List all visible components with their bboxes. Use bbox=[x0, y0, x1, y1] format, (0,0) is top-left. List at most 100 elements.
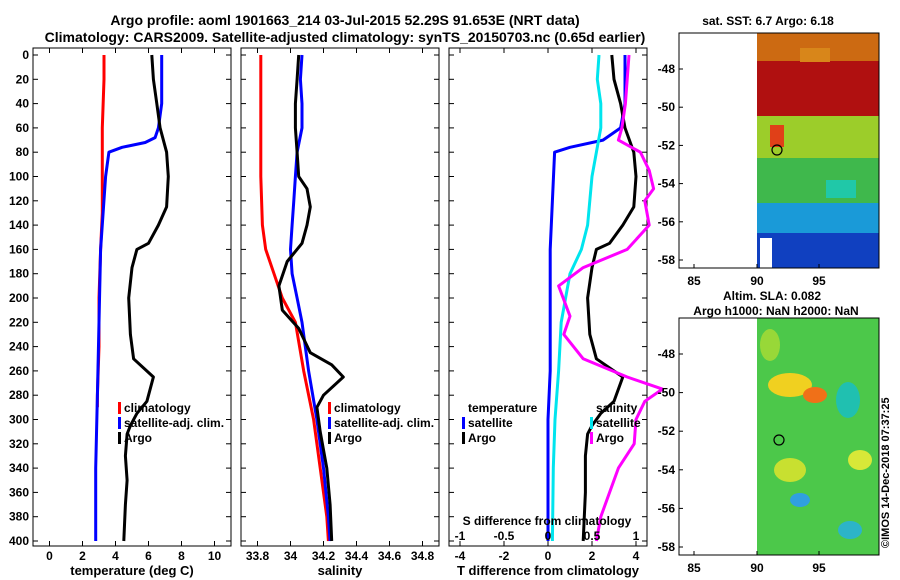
figure-subtitle: Climatology: CARS2009. Satellite-adjuste… bbox=[45, 29, 646, 45]
salinity-climatology-line bbox=[259, 55, 330, 542]
legend-swatch-satellite bbox=[328, 417, 331, 429]
sla-blob bbox=[803, 387, 827, 403]
depth-tick-label: 0 bbox=[22, 48, 29, 62]
temperature-satellite-adj-clim--line bbox=[94, 55, 164, 541]
depth-tick-label: 320 bbox=[9, 437, 29, 451]
x-tick-label: 4 bbox=[112, 549, 119, 563]
argo-location-marker bbox=[771, 144, 783, 156]
x-tick-label: 8 bbox=[178, 549, 185, 563]
sla-blob bbox=[768, 373, 812, 397]
legend-swatch-climatology bbox=[118, 402, 121, 414]
profile-lines bbox=[94, 54, 664, 542]
salinity-satellite-adj-clim--line bbox=[289, 54, 332, 542]
salinity-xlabel: salinity bbox=[318, 563, 364, 578]
map-lon-label: 85 bbox=[687, 274, 701, 288]
x-tick-label: 34.8 bbox=[411, 549, 435, 563]
map-lat-label: -52 bbox=[658, 138, 676, 152]
legend-header-salinity: salinity bbox=[596, 401, 638, 415]
difference-from-climatology-s-argo-line bbox=[557, 54, 664, 542]
map-lat-label: -50 bbox=[658, 100, 676, 114]
depth-tick-label: 280 bbox=[9, 388, 29, 402]
depth-tick-label: 120 bbox=[9, 194, 29, 208]
sla-map-frame bbox=[678, 317, 880, 556]
depth-tick-label: 40 bbox=[16, 97, 30, 111]
sla-blob bbox=[848, 450, 872, 470]
map-lat-label: -54 bbox=[658, 177, 676, 191]
depth-tick-label: 180 bbox=[9, 267, 29, 281]
sst-band-blue bbox=[757, 233, 879, 268]
legend-label-satellite: satellite-adj. clim. bbox=[334, 416, 434, 430]
sst-patch bbox=[770, 125, 784, 147]
map-lat-label: -58 bbox=[658, 540, 676, 554]
legend-label-s-argo: Argo bbox=[596, 431, 624, 445]
legend-label-t-satellite: satellite bbox=[468, 416, 513, 430]
sst-map-frame bbox=[678, 32, 880, 269]
x-tick-label: -2 bbox=[499, 549, 510, 563]
figure-title: Argo profile: aoml 1901663_214 03-Jul-20… bbox=[110, 12, 579, 28]
depth-tick-label: 400 bbox=[9, 534, 29, 548]
sst-map-image bbox=[679, 33, 879, 268]
sst-band-red bbox=[757, 61, 879, 116]
temperature-plot-frame bbox=[32, 47, 232, 547]
legend-label-argo: Argo bbox=[334, 431, 362, 445]
sla-map-subtitle: Argo h1000: NaN h2000: NaN bbox=[693, 304, 858, 318]
x-tick-label: 34.6 bbox=[378, 549, 402, 563]
difference-xlabel: T difference from climatology bbox=[457, 563, 640, 578]
legend-swatch-climatology bbox=[328, 402, 331, 414]
map-lat-label: -50 bbox=[658, 386, 676, 400]
legend-swatch-argo bbox=[328, 432, 331, 444]
difference-legend: temperature satellite Argo salinity sate… bbox=[462, 401, 641, 445]
x-tick-label: 0 bbox=[545, 549, 552, 563]
salinity-plot-frame bbox=[240, 47, 440, 547]
legend-label-argo: Argo bbox=[124, 431, 152, 445]
sst-band-green bbox=[757, 158, 879, 203]
depth-tick-label: 200 bbox=[9, 291, 29, 305]
depth-tick-label: 240 bbox=[9, 340, 29, 354]
x-tick-label: 10 bbox=[208, 549, 222, 563]
x-axes: 0 2 4 6 8 10 33.8 34 34.2 34.4 34.6 34.8 -4 -2 0 2 4-1 -0… bbox=[46, 48, 640, 563]
depth-tick-label: 80 bbox=[16, 145, 30, 159]
x-tick-label: 2 bbox=[589, 549, 596, 563]
s-tick-label: 1 bbox=[633, 529, 640, 543]
map-lat-label: -56 bbox=[658, 215, 676, 229]
x-tick-label: 4 bbox=[633, 549, 640, 563]
depth-tick-label: 260 bbox=[9, 364, 29, 378]
map-lat-label: -56 bbox=[658, 501, 676, 515]
map-lon-label: 85 bbox=[687, 561, 701, 575]
map-lat-label: -48 bbox=[658, 347, 676, 361]
depth-axis: 0 20 40 60 80 100 120 140 160 180 200 220 240 260 280 3… bbox=[9, 48, 647, 548]
sla-blob bbox=[774, 458, 806, 482]
x-tick-label: 2 bbox=[79, 549, 86, 563]
x-tick-label: -4 bbox=[455, 549, 466, 563]
legend-swatch-argo bbox=[118, 432, 121, 444]
salinity-argo-line bbox=[277, 54, 345, 542]
legend-label-climatology: climatology bbox=[334, 401, 401, 415]
sst-patch bbox=[800, 48, 830, 62]
map-lon-label: 95 bbox=[812, 274, 826, 288]
sst-landmask bbox=[760, 238, 772, 268]
difference-from-climatology-s-satellite-line bbox=[550, 54, 603, 542]
map-lat-label: -58 bbox=[658, 253, 676, 267]
map-axes: 85 90 95 -48 -50 -52 -54 -56 -58 85 90 95 -48 -50 -52 -… bbox=[658, 62, 826, 575]
map-lat-label: -48 bbox=[658, 62, 676, 76]
legend-label-t-argo: Argo bbox=[468, 431, 496, 445]
map-lat-label: -54 bbox=[658, 463, 676, 477]
depth-tick-label: 20 bbox=[16, 72, 30, 86]
difference-from-climatology-t-argo-line bbox=[581, 54, 638, 542]
sla-map-title: Altim. SLA: 0.082 bbox=[723, 289, 821, 303]
sla-blob bbox=[760, 329, 780, 361]
salinity-legend: climatology satellite-adj. clim. Argo bbox=[328, 401, 434, 445]
s-tick-label: 0 bbox=[545, 529, 552, 543]
depth-tick-label: 60 bbox=[16, 121, 30, 135]
legend-label-satellite: satellite-adj. clim. bbox=[124, 416, 224, 430]
sst-band-cyan bbox=[757, 203, 879, 233]
sst-map-title: sat. SST: 6.7 Argo: 6.18 bbox=[702, 14, 834, 28]
legend-swatch-s-satellite bbox=[590, 417, 593, 429]
depth-tick-label: 360 bbox=[9, 485, 29, 499]
map-lon-label: 90 bbox=[750, 561, 764, 575]
depth-tick-label: 340 bbox=[9, 461, 29, 475]
argo-location-marker bbox=[773, 434, 785, 446]
s-tick-label: -0.5 bbox=[494, 529, 515, 543]
sla-blob bbox=[838, 521, 862, 539]
